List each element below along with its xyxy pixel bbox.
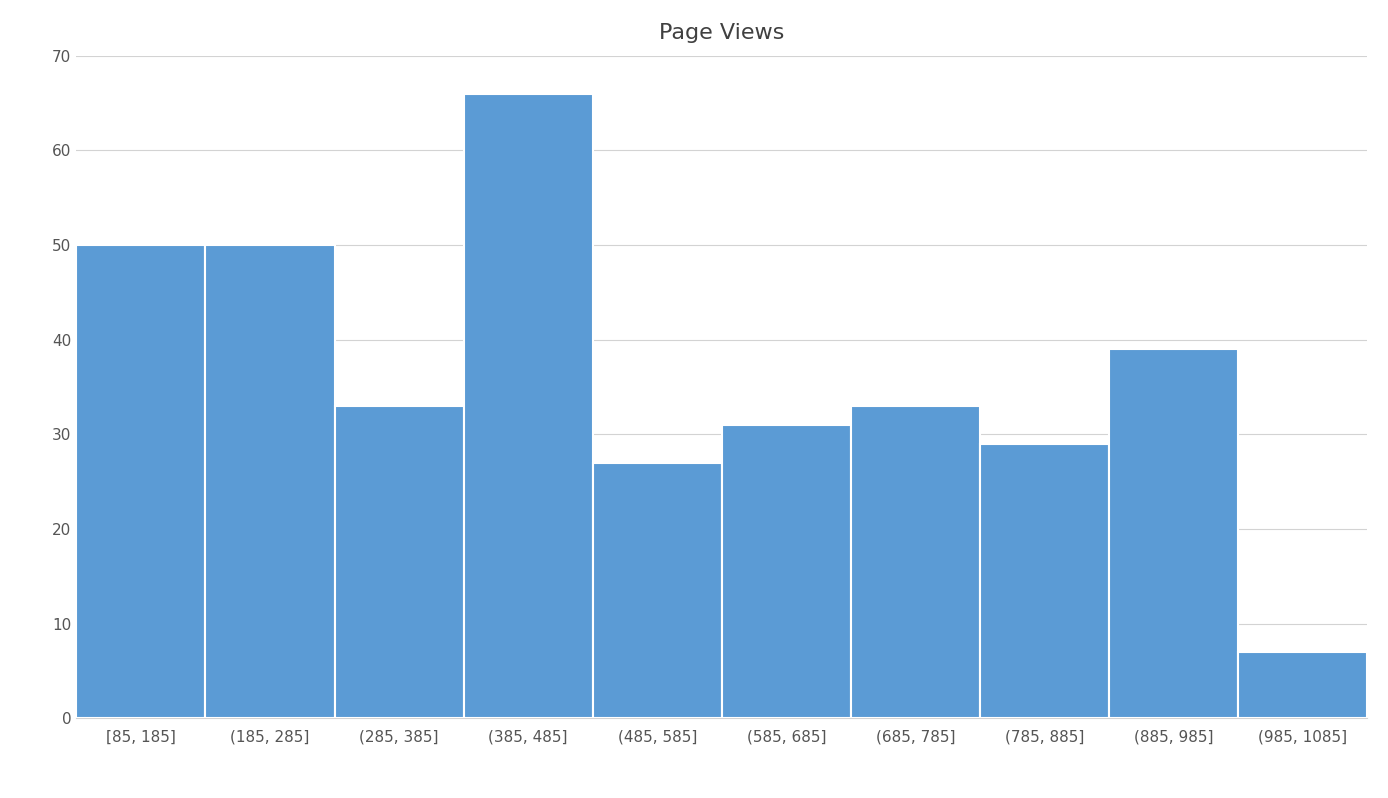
Bar bbox=[593, 463, 722, 718]
Bar bbox=[980, 444, 1109, 718]
Bar bbox=[464, 93, 593, 718]
Bar bbox=[851, 406, 980, 718]
Bar bbox=[1238, 652, 1367, 718]
Bar bbox=[205, 245, 335, 718]
Bar bbox=[722, 425, 851, 718]
Bar bbox=[76, 245, 205, 718]
Bar bbox=[1109, 350, 1238, 718]
Title: Page Views: Page Views bbox=[659, 23, 784, 43]
Bar bbox=[335, 406, 464, 718]
